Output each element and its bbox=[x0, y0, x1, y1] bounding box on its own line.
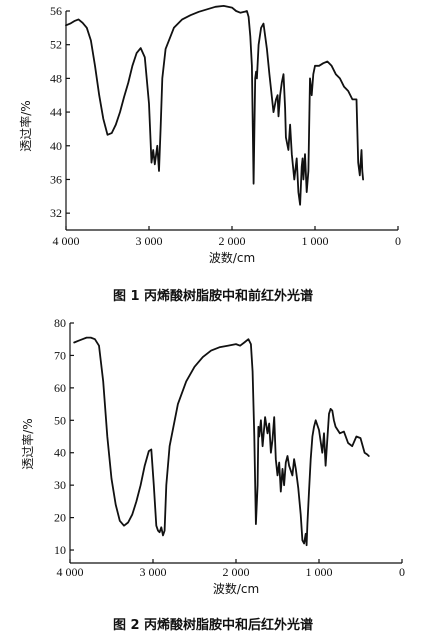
chart-2-x-tick-label-0: 0 bbox=[399, 565, 405, 579]
chart-2-y-tick-label-10: 10 bbox=[54, 543, 66, 557]
chart-2-y-tick-label-80: 80 bbox=[54, 316, 66, 330]
chart-2-caption: 图 2 丙烯酸树脂胺中和后红外光谱 bbox=[113, 617, 313, 633]
chart-2-y-tick-label-40: 40 bbox=[54, 446, 66, 460]
chart-2-y-axis-title: 透过率/% bbox=[20, 418, 35, 469]
chart-1-x-tick-label-1000: 1 000 bbox=[302, 234, 329, 248]
chart-2: 10 20 30 40 50 60 70 80 4 000 3 000 2 000 1 000 0 波数/… bbox=[20, 316, 405, 633]
chart-2-x-tick-label-4000: 4 000 bbox=[57, 565, 84, 579]
chart-2-y-tick-label-30: 30 bbox=[54, 478, 66, 492]
chart-2-x-tick-label-1000: 1 000 bbox=[306, 565, 333, 579]
chart-1-x-tick-label-2000: 2 000 bbox=[219, 234, 246, 248]
chart-1-y-tick-label-32: 32 bbox=[50, 206, 62, 220]
chart-1: 32 36 40 44 48 52 56 4 000 3 000 2 000 1 000 0 波数/cm… bbox=[18, 4, 401, 304]
chart-1-y-tick-label-40: 40 bbox=[50, 139, 62, 153]
chart-2-x-tick-label-2000: 2 000 bbox=[223, 565, 250, 579]
chart-1-x-axis-title: 波数/cm bbox=[209, 250, 255, 265]
chart-1-axes bbox=[65, 11, 398, 231]
chart-1-y-tick-label-36: 36 bbox=[50, 172, 62, 186]
chart-1-y-tick-label-48: 48 bbox=[50, 71, 62, 85]
chart-2-y-tick-label-60: 60 bbox=[54, 381, 66, 395]
chart-2-x-axis-title: 波数/cm bbox=[213, 581, 259, 596]
chart-1-y-tick-label-44: 44 bbox=[50, 105, 62, 119]
chart-1-x-tick-label-0: 0 bbox=[395, 234, 401, 248]
chart-1-y-axis-title: 透过率/% bbox=[18, 100, 33, 151]
chart-2-x-tick-label-3000: 3 000 bbox=[140, 565, 167, 579]
chart-1-y-tick-label-52: 52 bbox=[50, 38, 62, 52]
chart-1-x-tick-label-3000: 3 000 bbox=[136, 234, 163, 248]
chart-2-y-tick-label-20: 20 bbox=[54, 511, 66, 525]
chart-2-series-0-line bbox=[73, 336, 370, 547]
chart-2-y-tick-label-70: 70 bbox=[54, 348, 66, 362]
chart-1-caption: 图 1 丙烯酸树脂胺中和前红外光谱 bbox=[113, 288, 313, 304]
chart-1-y-tick-label-56: 56 bbox=[50, 4, 62, 18]
chart-2-y-tick-label-50: 50 bbox=[54, 413, 66, 427]
chart-1-series-0-line bbox=[65, 5, 364, 206]
chart-1-x-tick-label-4000: 4 000 bbox=[53, 234, 80, 248]
chart-2-axes bbox=[69, 323, 402, 564]
